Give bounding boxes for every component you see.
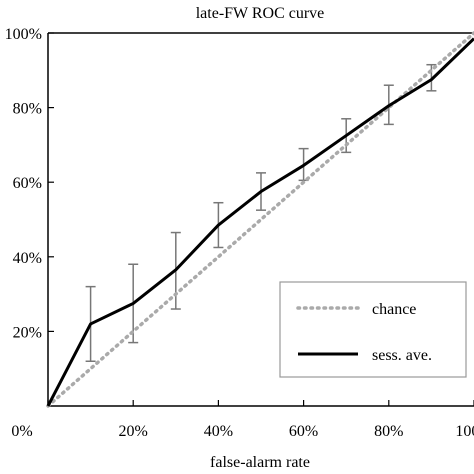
legend-label-chance: chance: [372, 301, 416, 318]
x-tick-label: 0%: [11, 423, 32, 440]
y-tick-label: 40%: [13, 250, 42, 267]
x-tick-label: 80%: [374, 423, 403, 440]
legend-box: [279, 281, 467, 378]
chart-title: late-FW ROC curve: [196, 5, 325, 22]
y-tick-label: 60%: [13, 175, 42, 192]
x-axis-ticks: 0% 20% 40% 60% 80% 100%: [11, 400, 474, 440]
y-tick-label: 20%: [13, 324, 42, 341]
x-tick-label: 100%: [455, 423, 474, 440]
x-tick-label: 20%: [119, 423, 148, 440]
plot-frame: [47, 32, 474, 407]
x-tick-label: 40%: [204, 423, 233, 440]
x-tick-label: 60%: [289, 423, 318, 440]
y-axis-ticks: 20% 40% 60% 80% 100%: [5, 26, 54, 341]
y-tick-label: 80%: [13, 101, 42, 118]
x-axis-label: false-alarm rate: [210, 454, 310, 471]
legend-label-sess-ave: sess. ave.: [372, 347, 432, 364]
y-tick-label: 100%: [5, 26, 42, 43]
legend: chance sess. ave.: [279, 281, 467, 378]
